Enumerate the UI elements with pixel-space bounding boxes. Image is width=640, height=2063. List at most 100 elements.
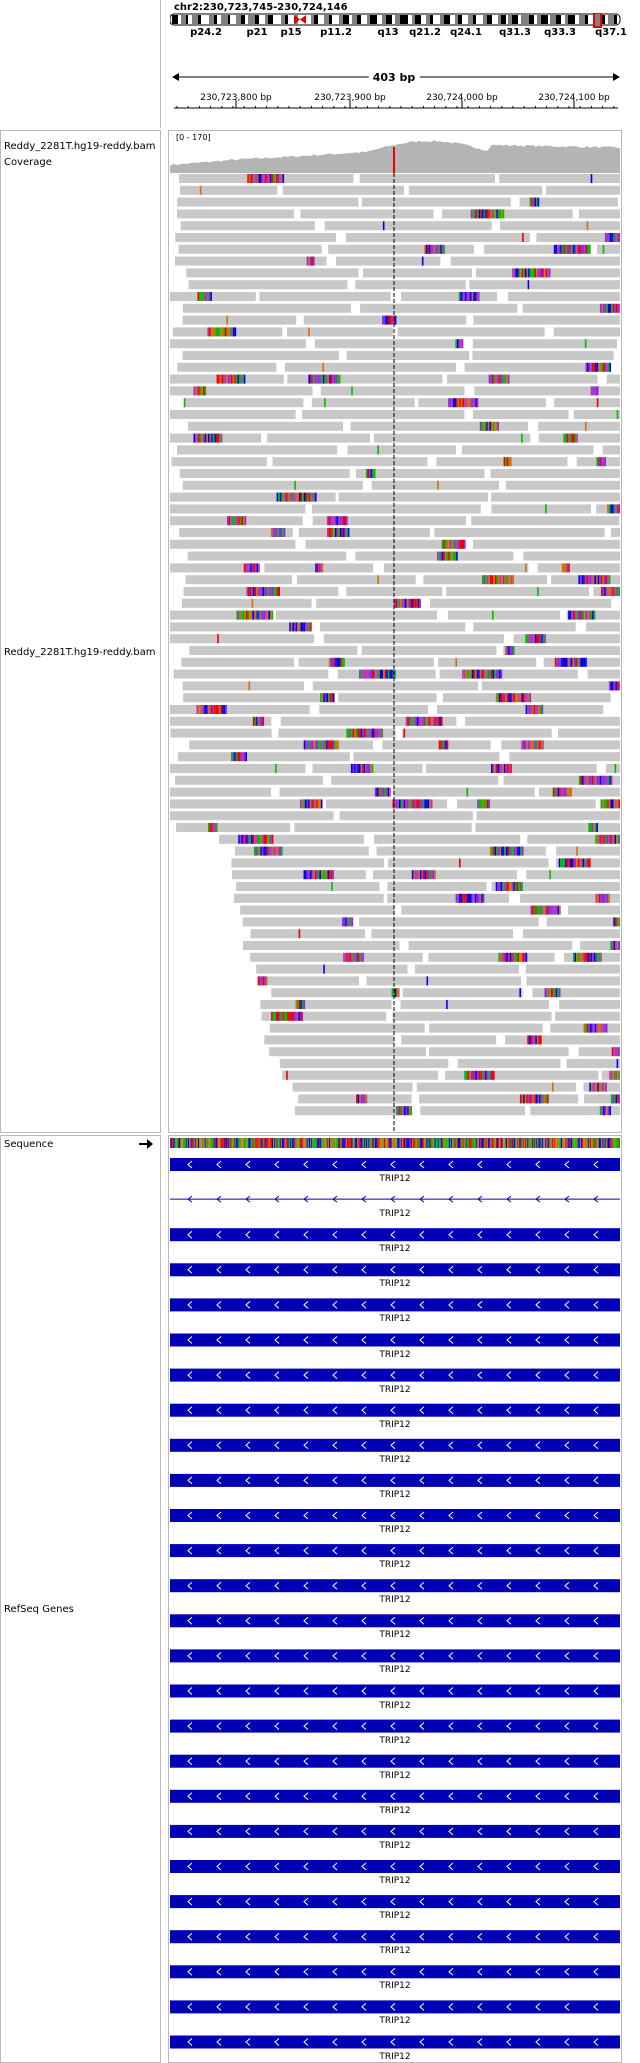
- softclip-base: [234, 327, 237, 337]
- softclip-base: [586, 775, 589, 785]
- softclip-base: [386, 315, 389, 325]
- gene-label[interactable]: TRIP12: [379, 1630, 411, 1641]
- gene-label[interactable]: TRIP12: [379, 1244, 411, 1255]
- strand-chevron: [593, 1546, 599, 1555]
- strand-chevron: [332, 1687, 338, 1695]
- gene-label[interactable]: TRIP12: [379, 1489, 411, 1500]
- sequence-base: [473, 1138, 475, 1148]
- strand-chevron: [332, 1441, 338, 1450]
- sequence-base: [480, 1138, 482, 1148]
- strand-chevron: [390, 1897, 396, 1906]
- strand-chevron: [390, 1371, 396, 1379]
- sequence-base: [428, 1138, 430, 1148]
- aligned-read: [481, 681, 620, 691]
- softclip-base: [598, 1082, 601, 1092]
- softclip-base: [260, 846, 262, 856]
- softclip-base: [522, 740, 525, 750]
- sequence-base: [592, 1138, 594, 1148]
- strand-chevron: [332, 1301, 338, 1309]
- sequence-base: [193, 1138, 195, 1148]
- gene-label[interactable]: TRIP12: [379, 1525, 411, 1535]
- softclip-base: [433, 716, 435, 726]
- gene-label[interactable]: TRIP12: [379, 1840, 411, 1851]
- softclip-base: [265, 610, 267, 620]
- gene-label[interactable]: TRIP12: [379, 1454, 411, 1465]
- gene-label[interactable]: TRIP12: [379, 1805, 411, 1816]
- strand-chevron: [216, 1652, 222, 1660]
- softclip-base: [511, 693, 514, 703]
- sequence-base: [276, 1138, 278, 1148]
- alignment-track[interactable]: [170, 173, 620, 1131]
- sequence-base: [486, 1138, 489, 1148]
- softclip-base: [524, 693, 527, 703]
- softclip-base: [475, 209, 478, 219]
- softclip-base: [349, 728, 352, 738]
- softclip-base: [313, 740, 315, 750]
- sequence-base: [270, 1138, 272, 1148]
- softclip-base: [240, 374, 243, 384]
- softclip-base: [363, 669, 366, 679]
- softclip-base: [234, 752, 236, 762]
- gene-label[interactable]: TRIP12: [379, 1595, 411, 1606]
- sequence-base: [181, 1138, 183, 1148]
- softclip-base: [603, 303, 605, 313]
- right-arrow-icon[interactable]: [138, 1138, 154, 1150]
- chromosome-ideogram[interactable]: [170, 13, 622, 29]
- refseq-track-name[interactable]: RefSeq Genes: [4, 1604, 74, 1615]
- softclip-base: [596, 823, 598, 832]
- gene-label[interactable]: TRIP12: [379, 1876, 411, 1886]
- gene-label[interactable]: TRIP12: [379, 1419, 411, 1430]
- softclip-base: [314, 870, 317, 880]
- gene-label[interactable]: TRIP12: [379, 1174, 411, 1184]
- strand-chevron: [245, 1441, 251, 1450]
- softclip-base: [215, 327, 217, 337]
- strand-chevron: [564, 1265, 570, 1274]
- softclip-base: [419, 799, 422, 809]
- gene-label[interactable]: TRIP12: [379, 1279, 411, 1290]
- softclip-base: [216, 823, 218, 832]
- sequence-base: [452, 1138, 454, 1148]
- gene-label[interactable]: TRIP12: [379, 2016, 411, 2027]
- gene-label[interactable]: TRIP12: [379, 1665, 411, 1676]
- gene-label[interactable]: TRIP12: [379, 1209, 411, 1220]
- sequence-track-name[interactable]: Sequence: [4, 1139, 54, 1150]
- gene-label[interactable]: TRIP12: [379, 1946, 411, 1957]
- aligned-read: [179, 469, 350, 478]
- softclip-base: [545, 1094, 548, 1104]
- coverage-track[interactable]: [170, 131, 620, 173]
- softclip-base: [600, 952, 602, 962]
- softclip-base: [499, 374, 502, 384]
- gene-label[interactable]: TRIP12: [379, 1349, 411, 1360]
- sequence-base: [578, 1138, 580, 1148]
- softclip-base: [602, 1082, 604, 1092]
- softclip-base: [481, 893, 483, 903]
- gene-label[interactable]: TRIP12: [379, 1700, 411, 1711]
- softclip-base: [329, 693, 332, 703]
- ideogram-band: [588, 15, 593, 24]
- gene-label[interactable]: TRIP12: [379, 1911, 411, 1922]
- sequence-track[interactable]: [170, 1138, 620, 1150]
- alignment-track-name[interactable]: Reddy_2281T.hg19-reddy.bam: [4, 647, 156, 658]
- coverage-track-name[interactable]: Reddy_2281T.hg19-reddy.bam Coverage: [4, 141, 156, 168]
- softclip-base: [253, 563, 255, 573]
- softclip-base: [331, 516, 334, 526]
- gene-label[interactable]: TRIP12: [379, 1314, 411, 1325]
- aligned-read: [182, 480, 363, 490]
- sequence-base: [503, 1138, 505, 1148]
- gene-label[interactable]: TRIP12: [379, 1384, 411, 1395]
- strand-chevron: [274, 2003, 280, 2011]
- gene-label[interactable]: TRIP12: [379, 1735, 411, 1746]
- gene-label[interactable]: TRIP12: [379, 1981, 411, 1992]
- gene-label[interactable]: TRIP12: [379, 1770, 411, 1781]
- softclip-base: [547, 1094, 549, 1104]
- gene-label[interactable]: TRIP12: [379, 1560, 411, 1571]
- softclip-base: [342, 917, 344, 927]
- sequence-base: [236, 1138, 238, 1148]
- softclip-base: [515, 846, 518, 856]
- aligned-read: [436, 705, 604, 714]
- refseq-track[interactable]: [170, 1153, 620, 2063]
- aligned-read: [447, 374, 598, 384]
- gene-label[interactable]: TRIP12: [379, 2051, 411, 2062]
- softclip-base: [569, 610, 572, 620]
- softclip-base: [503, 882, 506, 891]
